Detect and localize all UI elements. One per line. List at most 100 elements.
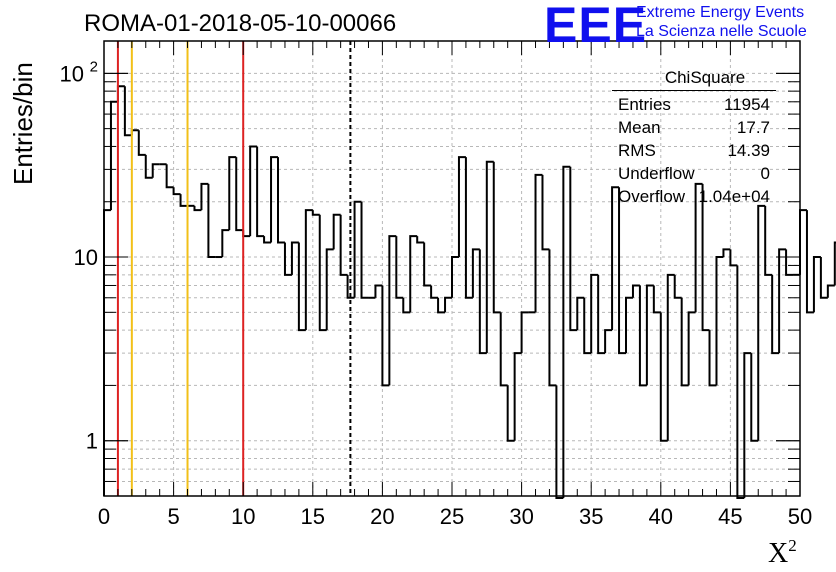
y-tick-label: 1 — [86, 429, 98, 454]
x-tick-label: 5 — [167, 504, 179, 529]
histogram-bin — [200, 182, 209, 211]
histogram-bin — [172, 187, 181, 196]
histogram-bin — [736, 265, 745, 499]
stats-value: 1.04e+04 — [698, 187, 770, 206]
x-tick-label: 40 — [649, 504, 673, 529]
histogram-bin — [771, 274, 780, 355]
stats-key: Underflow — [618, 164, 695, 183]
histogram-bin — [137, 130, 146, 156]
stats-box: ChiSquare Entries 11954 Mean 17.7 RMS 14.39… — [612, 66, 776, 208]
histogram-bin — [625, 296, 633, 354]
histogram-bin — [123, 86, 132, 137]
x-tick-label: 0 — [98, 504, 110, 529]
histogram-bin — [402, 297, 411, 314]
histogram-bin — [423, 242, 432, 287]
x-tick-label: 35 — [579, 504, 603, 529]
histogram-bin — [618, 187, 626, 355]
histogram-bin — [207, 183, 216, 259]
histogram-bin — [165, 164, 174, 189]
histogram-bin — [805, 210, 814, 314]
histogram-bin — [506, 385, 515, 442]
histogram-bin — [437, 297, 446, 314]
y-tick-label-exponent: 2 — [90, 58, 98, 75]
histogram-bin — [604, 329, 613, 354]
histogram-bin — [346, 274, 355, 299]
x-tick-label: 45 — [718, 504, 742, 529]
histogram-bin — [722, 248, 731, 258]
histogram-bin — [764, 205, 773, 276]
histogram-bin — [541, 174, 550, 251]
histogram-bin — [290, 241, 299, 275]
histogram-bin — [569, 166, 578, 332]
stats-row: Overflow 1.04e+04 — [612, 185, 776, 208]
stats-row: RMS 14.39 — [612, 139, 776, 162]
logo-caption-line2: La Scienza nelle Scuole — [636, 23, 807, 40]
histogram-bin — [590, 273, 599, 354]
histogram-bin — [652, 285, 661, 314]
histogram-bin — [631, 284, 640, 298]
plot-title: ROMA-01-2018-05-10-00066 — [84, 10, 397, 37]
x-axis-label-base: X — [768, 538, 789, 569]
stats-value: 0 — [760, 164, 770, 183]
histogram-bin — [562, 165, 571, 498]
axis-ticks: 0 5 10 15 20 25 30 35 40 45 50 1 10 10 2 — [60, 41, 812, 529]
x-tick-label: 30 — [509, 504, 533, 529]
histogram-bin — [534, 173, 543, 313]
stats-value: 14.39 — [727, 141, 770, 160]
histogram-bin — [492, 161, 501, 314]
histogram-bin — [353, 200, 362, 298]
stats-row: Underflow 0 — [612, 162, 776, 185]
logo-caption-line1: Extreme Energy Events — [636, 4, 805, 21]
x-tick-label: 50 — [788, 504, 812, 529]
stats-box-title: ChiSquare — [612, 66, 776, 91]
x-axis-label: X2 — [768, 536, 797, 570]
x-tick-label: 10 — [231, 504, 255, 529]
histogram-bin — [360, 201, 369, 299]
histogram-bin — [451, 256, 459, 298]
histogram-bin — [409, 235, 418, 313]
histogram-bin — [715, 256, 724, 386]
histogram-bin — [659, 312, 668, 442]
histogram-bin — [680, 297, 689, 387]
histogram-bin — [116, 85, 125, 102]
eee-logo: EEE — [544, 0, 648, 53]
histogram-bin — [471, 248, 480, 298]
histogram-bin — [277, 157, 285, 244]
histogram-bin — [548, 249, 557, 387]
histogram-bin — [297, 242, 306, 332]
histogram-bin — [235, 157, 244, 232]
histogram-bin — [687, 311, 696, 386]
histogram-bin — [228, 156, 237, 231]
histogram-bin — [520, 311, 529, 354]
histogram-bin — [270, 156, 278, 243]
histogram-bin — [819, 257, 828, 299]
histogram-bin — [464, 157, 473, 299]
histogram-bin — [304, 209, 313, 331]
histogram-bin — [799, 209, 807, 275]
histogram-bin — [750, 353, 759, 442]
x-tick-label: 20 — [370, 504, 394, 529]
histogram-bin — [694, 182, 703, 313]
histogram-bin — [583, 297, 592, 355]
histogram-bin — [666, 273, 675, 441]
histogram-bin — [513, 352, 522, 441]
histogram-bin — [729, 249, 738, 267]
histogram-bin — [826, 284, 835, 298]
stats-value: 17.7 — [736, 118, 770, 137]
histogram-bin — [144, 154, 153, 179]
histogram-bin — [381, 285, 390, 387]
histogram-bin — [430, 285, 439, 299]
histogram-bin — [785, 249, 794, 276]
stats-value: 11954 — [723, 95, 770, 114]
histogram-bin — [416, 236, 425, 244]
histogram-bin — [374, 284, 383, 298]
histogram-bin — [151, 163, 160, 178]
histogram-bin — [457, 156, 466, 258]
histogram-bin — [743, 352, 752, 498]
marker-lines — [116, 41, 352, 496]
histogram-bin — [833, 241, 836, 286]
histogram-bin — [179, 194, 188, 207]
histogram-bin — [256, 146, 265, 238]
histogram-bin — [109, 100, 118, 211]
histogram-bin — [757, 204, 766, 441]
